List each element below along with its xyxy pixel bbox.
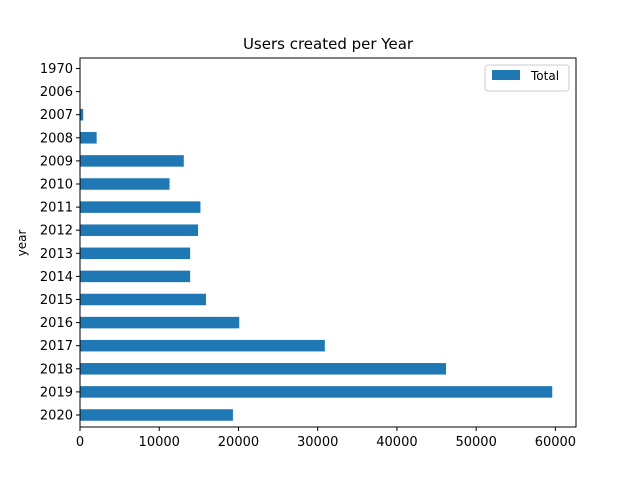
x-axis-ticks: 0 10000 20000 30000 40000 50000 60000 bbox=[76, 427, 576, 450]
bar-2014 bbox=[80, 270, 191, 283]
bar-2015 bbox=[80, 293, 206, 306]
x-tick-label: 60000 bbox=[535, 435, 576, 450]
x-tick-label: 10000 bbox=[139, 435, 180, 450]
bar-2016 bbox=[80, 316, 240, 329]
bar-2020 bbox=[80, 409, 233, 421]
bar-2010 bbox=[80, 178, 170, 190]
x-tick-label: 50000 bbox=[455, 435, 496, 450]
legend: Total bbox=[484, 64, 570, 92]
y-axis-ticks: 2020 2019 2018 2017 2016 2015 2014 2013 2012 2011… bbox=[40, 62, 80, 424]
bar-2009 bbox=[80, 155, 184, 167]
bar-2012 bbox=[80, 224, 199, 236]
legend-swatch bbox=[492, 70, 520, 80]
x-tick-label: 30000 bbox=[297, 435, 338, 450]
bar-2013 bbox=[80, 247, 191, 260]
legend-label: Total bbox=[530, 69, 559, 83]
y-tick-label: 2018 bbox=[40, 362, 73, 377]
bar-2011 bbox=[80, 201, 201, 213]
y-tick-label: 2020 bbox=[40, 409, 73, 424]
plot-frame bbox=[79, 57, 577, 428]
x-tick-label: 40000 bbox=[376, 435, 417, 450]
y-tick-label: 2014 bbox=[40, 270, 73, 285]
x-tick-label: 0 bbox=[76, 435, 84, 450]
bar-2008 bbox=[80, 132, 97, 144]
y-tick-label: 2015 bbox=[40, 293, 73, 308]
y-tick-label: 2010 bbox=[40, 178, 73, 193]
y-tick-label: 2019 bbox=[40, 385, 73, 400]
y-tick-label: 2012 bbox=[40, 224, 73, 239]
bar-2019 bbox=[80, 386, 553, 398]
y-tick-label: 2009 bbox=[40, 154, 73, 169]
bars-group bbox=[80, 62, 553, 421]
y-tick-label: 2016 bbox=[40, 316, 73, 331]
chart-title: Users created per Year bbox=[243, 35, 414, 53]
bar-2007 bbox=[80, 108, 84, 121]
x-tick-label: 20000 bbox=[218, 435, 259, 450]
bar-2018 bbox=[80, 363, 447, 375]
y-tick-label: 2017 bbox=[40, 339, 73, 354]
y-tick-label: 2007 bbox=[40, 108, 73, 123]
y-axis-label: year bbox=[15, 230, 29, 257]
bar-2017 bbox=[80, 339, 325, 352]
y-tick-label: 2008 bbox=[40, 131, 73, 146]
y-tick-label: 2011 bbox=[40, 201, 73, 216]
y-tick-label: 2013 bbox=[40, 247, 73, 262]
y-tick-label: 1970 bbox=[40, 62, 73, 77]
y-tick-label: 2006 bbox=[40, 85, 73, 100]
